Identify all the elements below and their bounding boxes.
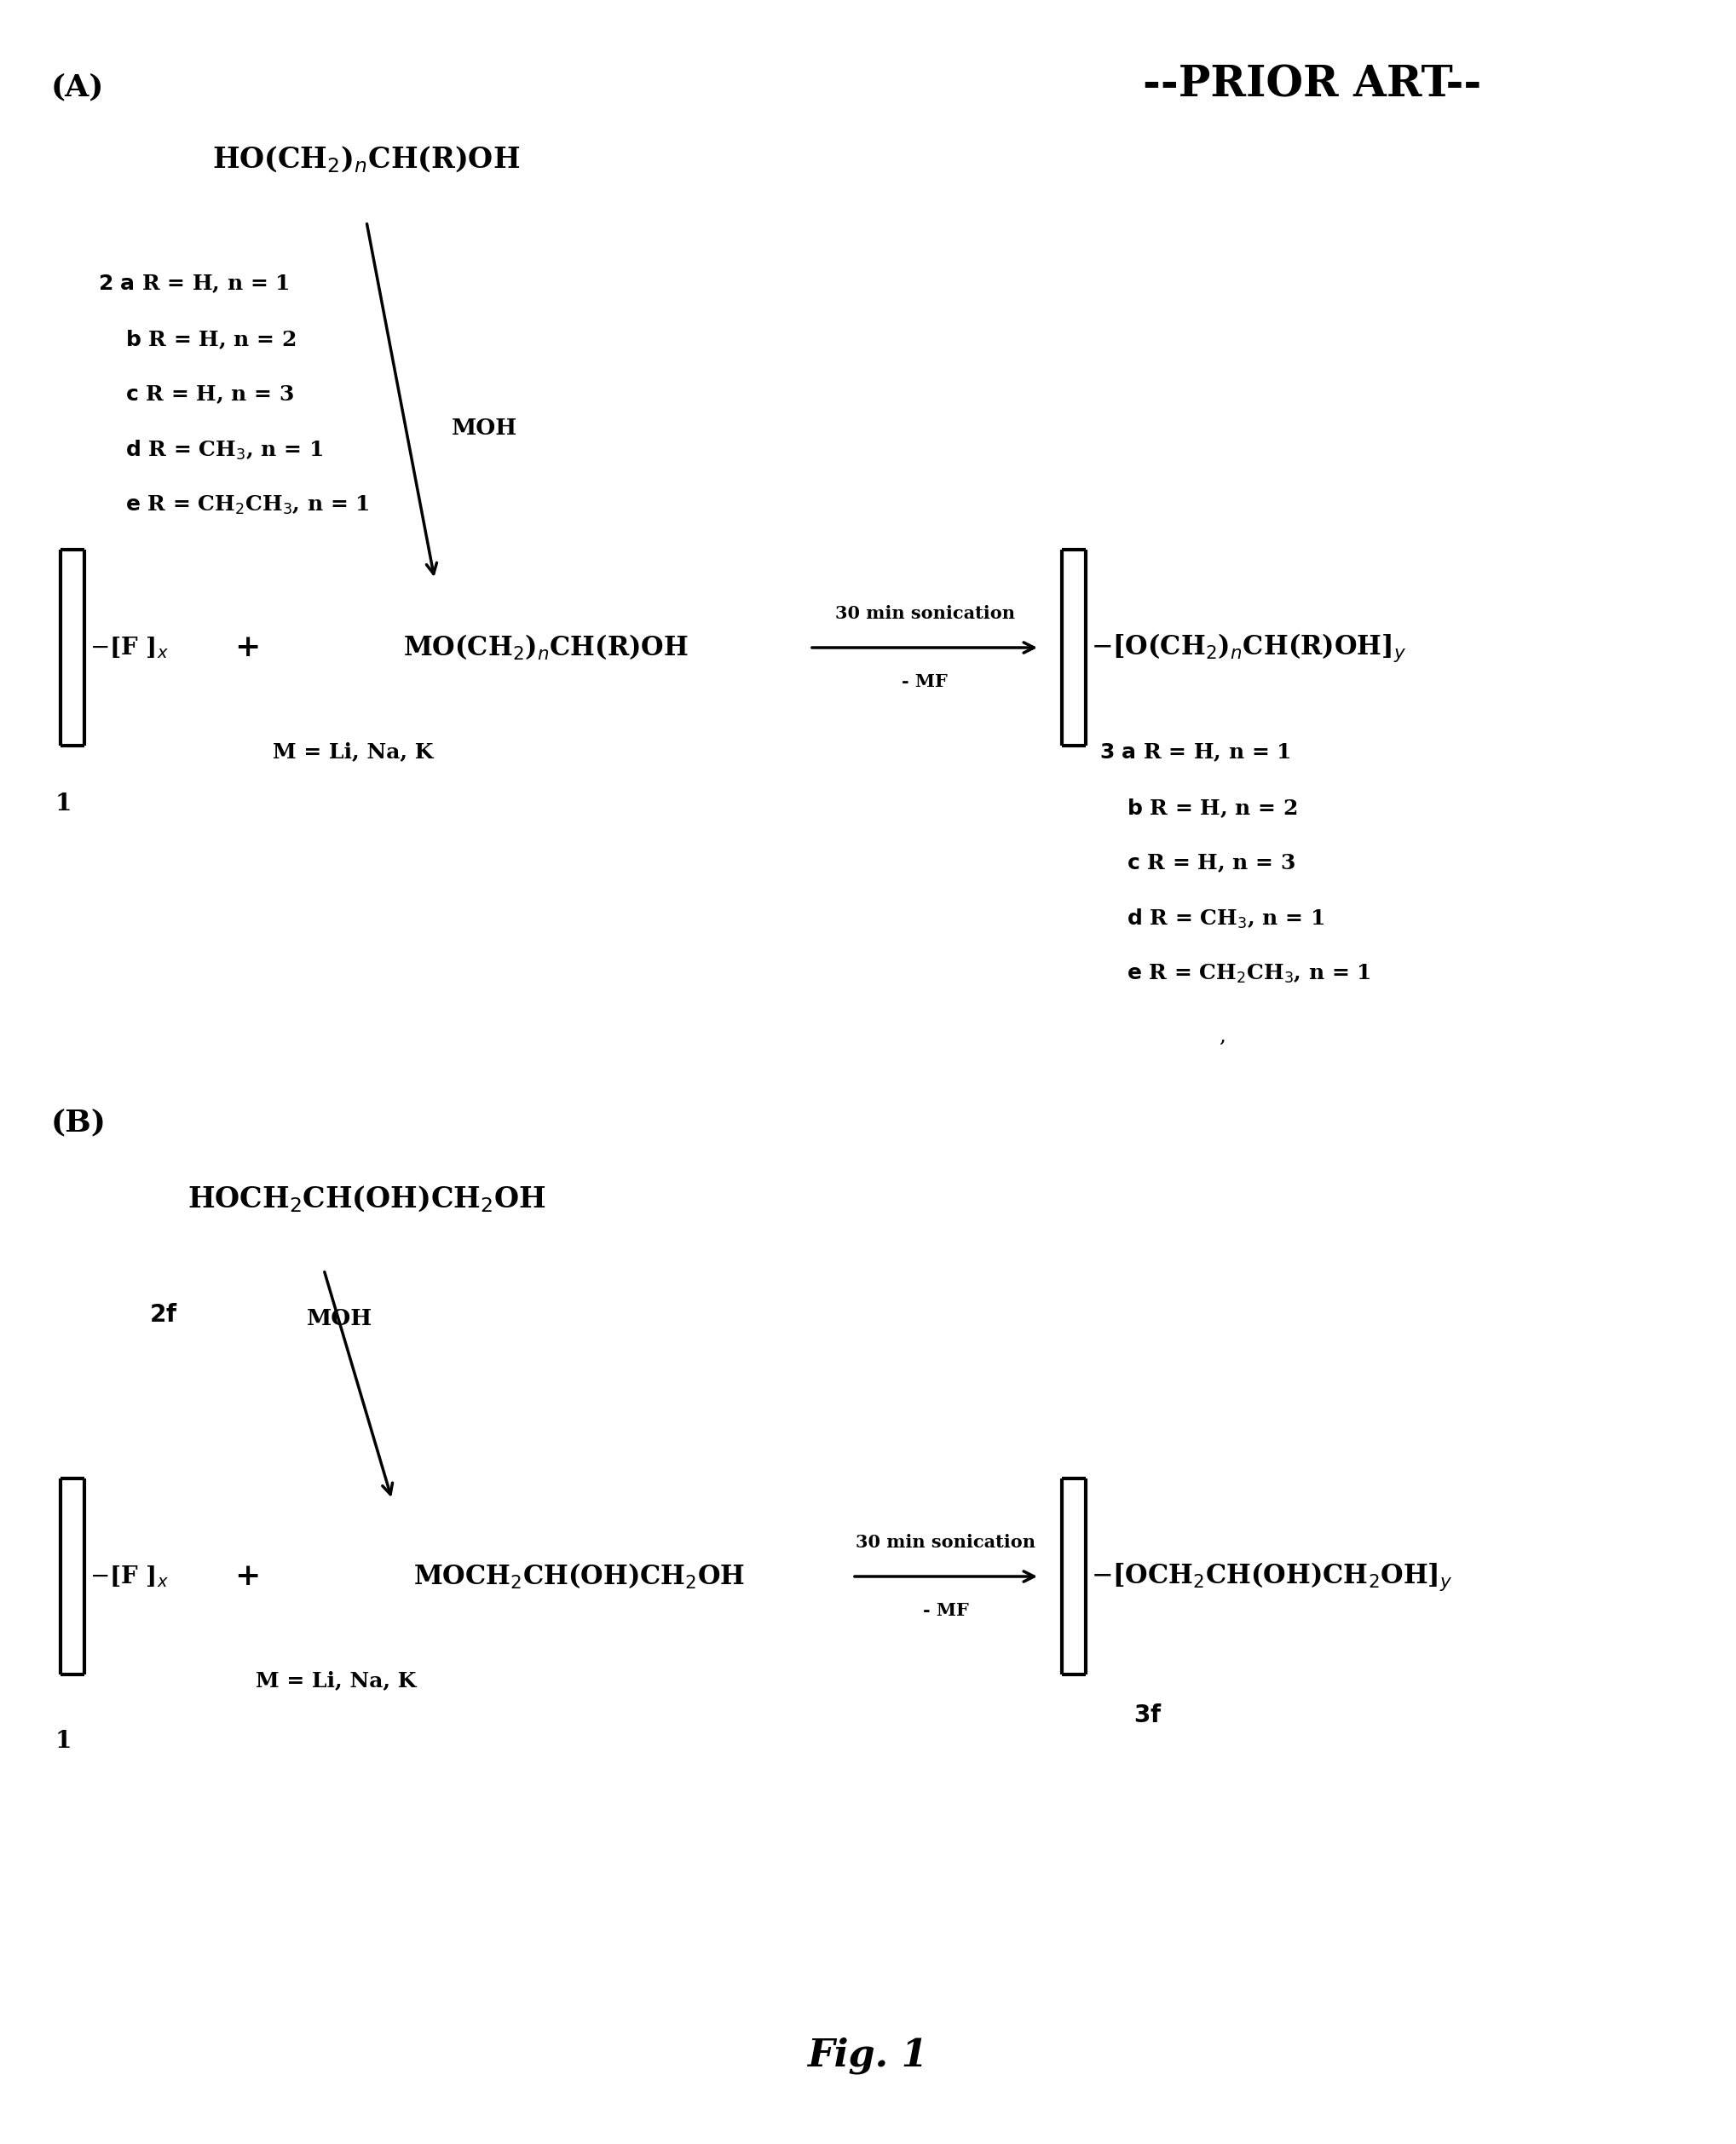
Text: ,: , (1219, 1027, 1226, 1046)
Text: $\mathbf{b}$ R = H, n = 2: $\mathbf{b}$ R = H, n = 2 (1127, 798, 1297, 819)
Text: +: + (234, 632, 260, 662)
Text: 1: 1 (56, 1730, 71, 1754)
Text: $-$[F ]$_x$: $-$[F ]$_x$ (90, 635, 168, 660)
Text: $\mathbf{d}$ R = CH$_3$, n = 1: $\mathbf{d}$ R = CH$_3$, n = 1 (1127, 907, 1325, 930)
Text: $\mathbf{d}$ R = CH$_3$, n = 1: $\mathbf{d}$ R = CH$_3$, n = 1 (125, 440, 323, 463)
Text: $\mathbf{2\ a}$ R = H, n = 1: $\mathbf{2\ a}$ R = H, n = 1 (97, 272, 290, 294)
Text: MOCH$_2$CH(OH)CH$_2$OH: MOCH$_2$CH(OH)CH$_2$OH (413, 1563, 745, 1591)
Text: $\mathbf{2f}$: $\mathbf{2f}$ (149, 1304, 177, 1327)
Text: HOCH$_2$CH(OH)CH$_2$OH: HOCH$_2$CH(OH)CH$_2$OH (187, 1183, 545, 1216)
Text: $\mathbf{e}$ R = CH$_2$CH$_3$, n = 1: $\mathbf{e}$ R = CH$_2$CH$_3$, n = 1 (125, 495, 370, 517)
Text: HO(CH$_2$)$_n$CH(R)OH: HO(CH$_2$)$_n$CH(R)OH (212, 146, 521, 176)
Text: MOH: MOH (307, 1308, 373, 1329)
Text: +: + (234, 1563, 260, 1591)
Text: $\mathbf{3\ a}$ R = H, n = 1: $\mathbf{3\ a}$ R = H, n = 1 (1099, 742, 1292, 763)
Text: $-$[OCH$_2$CH(OH)CH$_2$OH]$_y$: $-$[OCH$_2$CH(OH)CH$_2$OH]$_y$ (1090, 1561, 1453, 1593)
Text: M = Li, Na, K: M = Li, Na, K (273, 742, 434, 761)
Text: $\mathbf{b}$ R = H, n = 2: $\mathbf{b}$ R = H, n = 2 (125, 328, 297, 352)
Text: $-$[F ]$_x$: $-$[F ]$_x$ (90, 1563, 168, 1589)
Text: MO(CH$_2$)$_n$CH(R)OH: MO(CH$_2$)$_n$CH(R)OH (403, 632, 687, 662)
Text: M = Li, Na, K: M = Li, Na, K (255, 1670, 417, 1692)
Text: MOH: MOH (451, 418, 517, 440)
Text: 1: 1 (56, 793, 71, 815)
Text: --PRIOR ART--: --PRIOR ART-- (1144, 64, 1483, 105)
Text: (B): (B) (50, 1108, 106, 1136)
Text: 30 min sonication: 30 min sonication (835, 605, 1014, 622)
Text: $-$[O(CH$_2$)$_n$CH(R)OH]$_y$: $-$[O(CH$_2$)$_n$CH(R)OH]$_y$ (1090, 632, 1406, 665)
Text: (A): (A) (50, 73, 104, 101)
Text: $\mathbf{c}$ R = H, n = 3: $\mathbf{c}$ R = H, n = 3 (125, 384, 293, 405)
Text: $\mathbf{3f}$: $\mathbf{3f}$ (1134, 1704, 1161, 1728)
Text: 30 min sonication: 30 min sonication (856, 1533, 1036, 1550)
Text: Fig. 1: Fig. 1 (807, 2037, 929, 2073)
Text: - MF: - MF (924, 1602, 969, 1619)
Text: $\mathbf{e}$ R = CH$_2$CH$_3$, n = 1: $\mathbf{e}$ R = CH$_2$CH$_3$, n = 1 (1127, 963, 1371, 986)
Text: - MF: - MF (901, 673, 948, 690)
Text: $\mathbf{c}$ R = H, n = 3: $\mathbf{c}$ R = H, n = 3 (1127, 851, 1295, 875)
